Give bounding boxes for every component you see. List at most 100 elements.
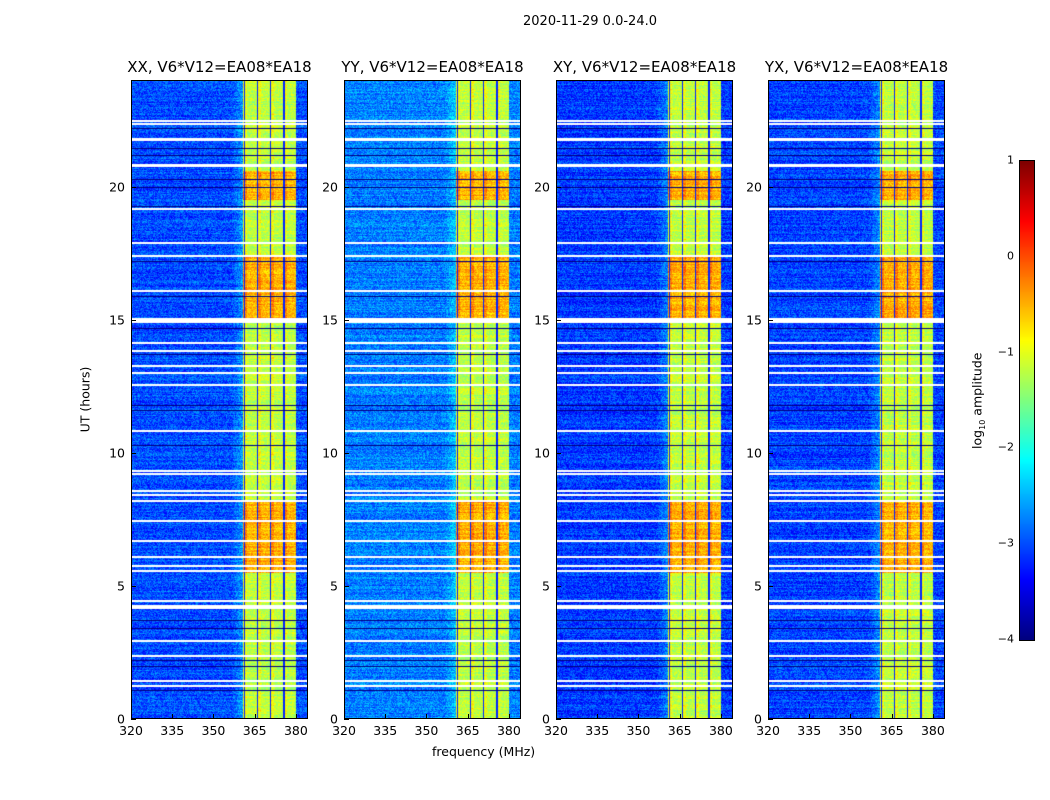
colorbar-tick-label: −3 — [997, 536, 1014, 550]
figure-suptitle: 2020-11-29 0.0-24.0 — [523, 14, 657, 29]
y-tick-label: 5 — [542, 578, 550, 594]
panel-title: YX, V6*V12=EA08*EA18 — [764, 58, 949, 76]
y-tick-mark — [556, 319, 561, 321]
panel-0: XX, V6*V12=EA08*EA18 320 335 350 365 380 0 5 10 1… — [109, 58, 312, 738]
panel-2: XY, V6*V12=EA08*EA18 320 335 350 365 380 0 5 10 1… — [534, 58, 736, 738]
x-tick-mark — [891, 714, 893, 719]
y-tick-mark — [768, 585, 773, 587]
y-tick-mark — [344, 585, 349, 587]
x-tick-label: 335 — [797, 723, 822, 738]
y-tick-label: 10 — [109, 445, 125, 461]
x-tick-label: 350 — [201, 723, 226, 738]
x-tick-label: 320 — [119, 723, 143, 738]
x-tick-mark — [131, 714, 132, 719]
y-tick-mark — [344, 186, 349, 188]
colorbar-tick-label: −2 — [997, 440, 1014, 454]
x-axis-label: frequency (MHz) — [432, 744, 536, 759]
heatmap-image — [131, 80, 308, 719]
y-tick-label: 5 — [330, 578, 338, 594]
x-tick-mark — [850, 714, 852, 719]
colorbar-tick-label: 0 — [1007, 249, 1014, 263]
x-tick-label: 380 — [283, 723, 308, 738]
y-tick-label: 10 — [534, 445, 550, 461]
x-tick-label: 380 — [920, 723, 945, 738]
x-tick-mark — [467, 714, 469, 719]
x-tick-mark — [344, 714, 345, 719]
x-tick-label: 335 — [160, 723, 185, 738]
y-tick-mark — [556, 719, 561, 720]
x-tick-mark — [508, 714, 510, 719]
x-tick-label: 380 — [708, 723, 733, 738]
y-tick-mark — [131, 585, 136, 587]
x-tick-label: 365 — [879, 723, 904, 738]
y-tick-label: 5 — [754, 578, 762, 594]
y-tick-label: 20 — [534, 179, 550, 194]
x-tick-label: 365 — [667, 723, 692, 738]
x-tick-mark — [213, 714, 215, 719]
y-tick-label: 10 — [746, 445, 762, 461]
y-tick-mark — [556, 585, 561, 587]
panel-title: YY, V6*V12=EA08*EA18 — [341, 58, 524, 76]
y-tick-label: 10 — [322, 445, 338, 461]
heatmap-image — [768, 80, 945, 719]
x-tick-label: 335 — [585, 723, 610, 738]
x-tick-label: 365 — [242, 723, 267, 738]
x-tick-mark — [172, 714, 174, 719]
x-tick-mark — [932, 714, 934, 719]
x-tick-label: 380 — [496, 723, 521, 738]
colorbar — [1019, 160, 1035, 641]
y-tick-mark — [131, 186, 136, 188]
y-tick-mark — [768, 452, 773, 454]
x-tick-mark — [254, 714, 256, 719]
panel-3: YX, V6*V12=EA08*EA18 320 335 350 365 380 0 5 10 1… — [746, 58, 948, 738]
y-tick-mark — [768, 186, 773, 188]
x-tick-label: 320 — [332, 723, 356, 738]
y-tick-mark — [768, 319, 773, 321]
x-tick-mark — [768, 714, 769, 719]
y-tick-mark — [131, 319, 136, 321]
y-axis-label: UT (hours) — [77, 366, 93, 433]
y-tick-mark — [556, 452, 561, 454]
y-tick-mark — [556, 186, 561, 188]
y-tick-mark — [131, 719, 136, 720]
colorbar-tick-label: −1 — [997, 345, 1014, 359]
panel-title: XX, V6*V12=EA08*EA18 — [127, 58, 312, 76]
y-tick-mark — [131, 452, 136, 454]
colorbar-tick-label: −4 — [997, 632, 1014, 646]
y-tick-label: 5 — [117, 578, 125, 594]
y-tick-mark — [344, 452, 349, 454]
x-tick-mark — [385, 714, 387, 719]
y-tick-label: 20 — [322, 179, 338, 194]
y-tick-label: 15 — [534, 312, 550, 328]
x-tick-mark — [679, 714, 681, 719]
x-tick-mark — [720, 714, 722, 719]
y-tick-label: 20 — [109, 179, 125, 194]
y-tick-label: 0 — [330, 711, 338, 727]
x-tick-label: 350 — [414, 723, 439, 738]
y-tick-label: 15 — [109, 312, 125, 328]
x-tick-label: 335 — [373, 723, 398, 738]
x-tick-label: 320 — [544, 723, 568, 738]
x-tick-mark — [426, 714, 428, 719]
x-tick-mark — [597, 714, 599, 719]
heatmap-image — [556, 80, 733, 719]
y-tick-label: 15 — [746, 312, 762, 328]
x-tick-label: 365 — [455, 723, 480, 738]
y-tick-label: 20 — [746, 179, 762, 194]
x-tick-label: 350 — [838, 723, 863, 738]
colorbar-tick-label: 1 — [1007, 153, 1014, 167]
y-tick-mark — [344, 719, 349, 720]
y-tick-label: 0 — [754, 711, 762, 727]
x-tick-mark — [638, 714, 640, 719]
panel-1: YY, V6*V12=EA08*EA18 320 335 350 365 380 0 5 10 1… — [322, 58, 524, 738]
x-tick-label: 350 — [626, 723, 651, 738]
x-tick-mark — [809, 714, 811, 719]
x-tick-mark — [295, 714, 297, 719]
y-tick-mark — [768, 719, 773, 720]
y-tick-mark — [344, 319, 349, 321]
x-tick-label: 320 — [756, 723, 780, 738]
heatmap-image — [344, 80, 521, 719]
y-tick-label: 0 — [117, 711, 125, 727]
y-tick-label: 15 — [322, 312, 338, 328]
